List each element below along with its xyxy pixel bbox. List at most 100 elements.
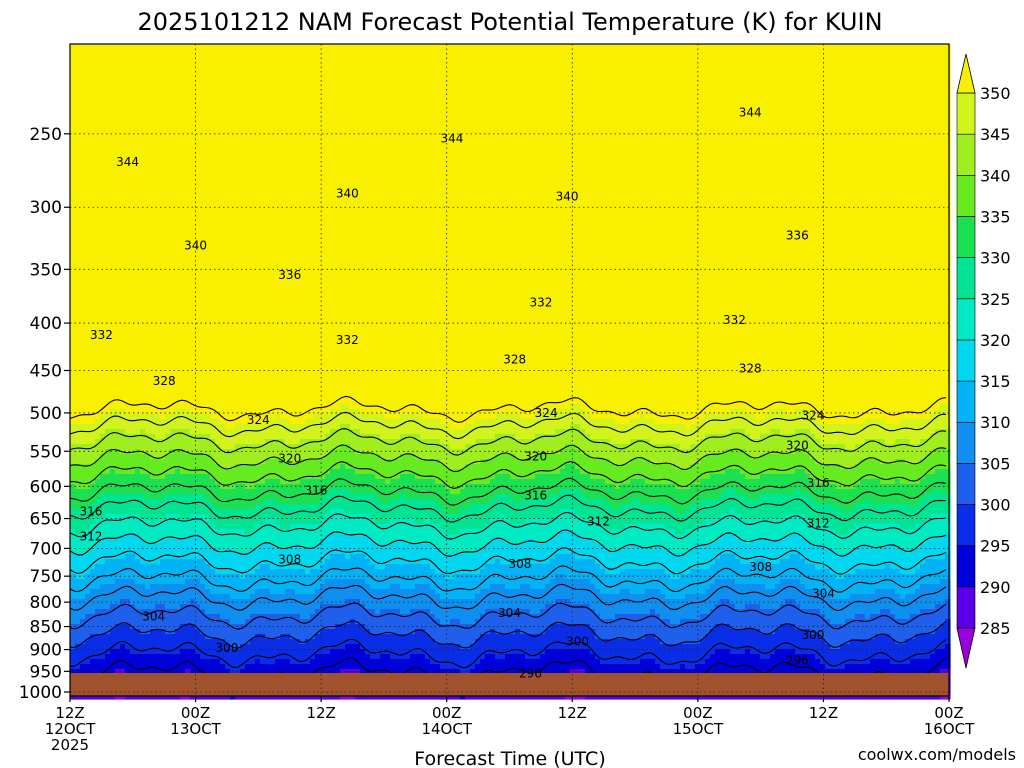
theta-band-cell (130, 464, 136, 470)
theta-band-cell (230, 344, 236, 350)
theta-band-cell (95, 454, 101, 460)
theta-band-cell (90, 454, 96, 460)
theta-band-cell (115, 54, 121, 60)
theta-band-cell (240, 239, 246, 245)
theta-band-cell (170, 559, 176, 565)
theta-band-cell (90, 74, 96, 80)
theta-band-cell (165, 314, 171, 320)
theta-band-cell (125, 449, 131, 455)
theta-band-cell (205, 294, 211, 300)
theta-band-cell (215, 274, 221, 280)
theta-band-cell (155, 114, 161, 120)
theta-band-cell (130, 144, 136, 150)
theta-band-cell (245, 304, 251, 310)
theta-band-cell (230, 584, 236, 590)
theta-band-cell (85, 304, 91, 310)
theta-band-cell (125, 344, 131, 350)
theta-band-cell (240, 334, 246, 340)
theta-band-cell (215, 364, 221, 370)
theta-band-cell (195, 239, 201, 245)
theta-band-cell (165, 349, 171, 355)
theta-band-cell (170, 219, 176, 225)
theta-band-cell (75, 179, 81, 185)
theta-band-cell (240, 589, 246, 595)
theta-band-cell (70, 44, 76, 50)
theta-band-cell (185, 49, 191, 55)
theta-band-cell (155, 459, 161, 465)
theta-band-cell (240, 409, 246, 415)
theta-band-cell (110, 119, 116, 125)
theta-band-cell (205, 409, 211, 415)
theta-band-cell (100, 564, 106, 570)
theta-band-cell (250, 489, 256, 495)
theta-band-cell (210, 584, 216, 590)
theta-band-cell (225, 139, 231, 145)
theta-band-cell (90, 499, 96, 505)
theta-band-cell (150, 594, 156, 600)
theta-band-cell (95, 579, 101, 585)
theta-band-cell (70, 209, 76, 215)
theta-band-cell (155, 169, 161, 175)
theta-band-cell (240, 459, 246, 465)
theta-band-cell (70, 199, 76, 205)
theta-band-cell (190, 89, 196, 95)
theta-band-cell (130, 199, 136, 205)
theta-band-cell (210, 274, 216, 280)
theta-band-cell (220, 434, 226, 440)
theta-band-cell (150, 604, 156, 610)
theta-band-cell (110, 654, 116, 660)
theta-band-cell (105, 634, 111, 640)
theta-band-cell (220, 654, 226, 660)
theta-band-cell (95, 469, 101, 475)
theta-band-cell (135, 654, 141, 660)
theta-band-cell (165, 159, 171, 165)
theta-band-cell (240, 279, 246, 285)
theta-band-cell (120, 294, 126, 300)
theta-band-cell (180, 299, 186, 305)
theta-band-cell (230, 589, 236, 595)
theta-band-cell (225, 194, 231, 200)
theta-band-cell (145, 609, 151, 615)
theta-band-cell (125, 419, 131, 425)
theta-band-cell (130, 134, 136, 140)
theta-band-cell (115, 159, 121, 165)
theta-band-cell (120, 389, 126, 395)
theta-band-cell (100, 214, 106, 220)
theta-band-cell (120, 314, 126, 320)
theta-band-cell (215, 529, 221, 535)
theta-band-cell (100, 314, 106, 320)
theta-band-cell (145, 644, 151, 650)
theta-band-cell (190, 349, 196, 355)
theta-band-cell (90, 134, 96, 140)
theta-band-cell (225, 269, 231, 275)
theta-band-cell (185, 524, 191, 530)
theta-band-cell (250, 449, 256, 455)
theta-band-cell (110, 264, 116, 270)
theta-band-cell (135, 334, 141, 340)
theta-band-cell (230, 494, 236, 500)
theta-band-cell (235, 409, 241, 415)
theta-band-cell (140, 209, 146, 215)
theta-band-cell (220, 219, 226, 225)
theta-band-cell (130, 184, 136, 190)
theta-band-cell (190, 634, 196, 640)
theta-band-cell (205, 79, 211, 85)
theta-band-cell (250, 234, 256, 240)
theta-band-cell (125, 79, 131, 85)
theta-band-cell (195, 544, 201, 550)
theta-band-cell (175, 469, 181, 475)
theta-band-cell (165, 639, 171, 645)
theta-band-cell (115, 584, 121, 590)
theta-band-cell (140, 529, 146, 535)
theta-band-cell (180, 619, 186, 625)
theta-band-cell (125, 469, 131, 475)
theta-band-cell (90, 159, 96, 165)
theta-band-cell (150, 259, 156, 265)
theta-band-cell (175, 459, 181, 465)
theta-band-cell (240, 574, 246, 580)
theta-band-cell (240, 619, 246, 625)
theta-band-cell (240, 224, 246, 230)
theta-band-cell (150, 514, 156, 520)
theta-band-cell (235, 129, 241, 135)
theta-band-cell (100, 44, 106, 50)
